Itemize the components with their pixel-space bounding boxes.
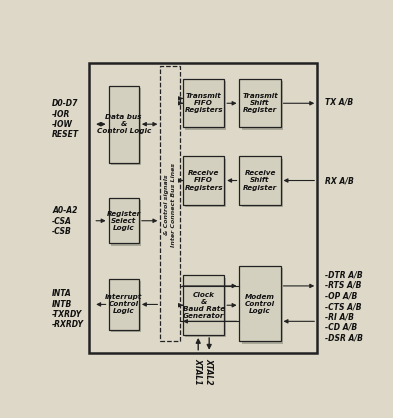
Bar <box>89 63 317 353</box>
Text: Interrupt
Control
Logic: Interrupt Control Logic <box>105 294 142 314</box>
Text: Receive
Shift
Register: Receive Shift Register <box>243 171 277 191</box>
Bar <box>185 158 226 207</box>
Text: XTAL2: XTAL2 <box>205 357 214 384</box>
Text: Transmit
FIFO
Registers: Transmit FIFO Registers <box>184 93 223 113</box>
Text: Receive
FIFO
Registers: Receive FIFO Registers <box>184 171 223 191</box>
Text: & Control signals: & Control signals <box>164 174 169 235</box>
Bar <box>111 281 141 332</box>
Text: Modem
Control
Logic: Modem Control Logic <box>245 293 275 314</box>
Text: TX A/B: TX A/B <box>325 98 353 107</box>
Text: Inter Connect Bus Lines: Inter Connect Bus Lines <box>171 163 176 247</box>
Text: Transmit
Shift
Register: Transmit Shift Register <box>242 93 278 113</box>
Bar <box>160 66 180 342</box>
Bar <box>242 158 283 207</box>
Bar <box>242 82 283 130</box>
Bar <box>111 201 141 245</box>
Text: A0-A2
-CSA
-CSB: A0-A2 -CSA -CSB <box>52 206 77 236</box>
Bar <box>108 198 139 243</box>
Bar <box>183 156 224 205</box>
Bar <box>239 79 281 127</box>
Text: Data bus
&
Control Logic: Data bus & Control Logic <box>97 114 151 134</box>
Text: INTA
INTB
-TXRDY
-RXRDY: INTA INTB -TXRDY -RXRDY <box>52 289 84 329</box>
Bar <box>239 156 281 205</box>
Text: Register
Select
Logic: Register Select Logic <box>107 211 141 231</box>
Bar <box>239 266 281 342</box>
Bar <box>108 86 139 163</box>
Text: -DTR A/B
-RTS A/B
-OP A/B: -DTR A/B -RTS A/B -OP A/B <box>325 270 362 300</box>
Bar <box>185 82 226 130</box>
Bar <box>183 79 224 127</box>
Text: -CTS A/B
-RI A/B
-CD A/B
-DSR A/B: -CTS A/B -RI A/B -CD A/B -DSR A/B <box>325 302 363 342</box>
Text: D0-D7
-IOR
-IOW
RESET: D0-D7 -IOR -IOW RESET <box>52 99 79 140</box>
Bar <box>242 268 283 344</box>
Bar <box>183 275 224 335</box>
Text: XTAL1: XTAL1 <box>194 357 203 384</box>
Bar <box>108 279 139 330</box>
Text: RX A/B: RX A/B <box>325 176 354 185</box>
Text: Clock
&
Baud Rate
Generator: Clock & Baud Rate Generator <box>183 292 225 319</box>
Bar <box>111 88 141 165</box>
Bar <box>185 278 226 337</box>
